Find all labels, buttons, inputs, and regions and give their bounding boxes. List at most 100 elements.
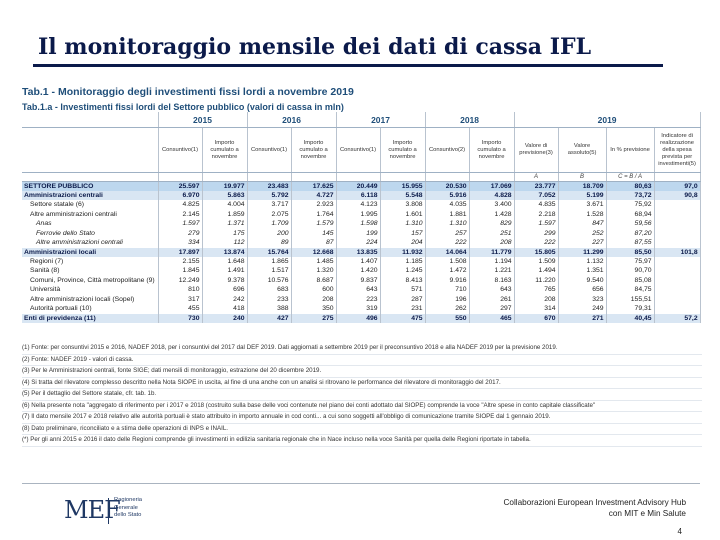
table-cell: 1.407 (336, 256, 381, 266)
header-blank (469, 172, 515, 182)
table-cell: 1.132 (558, 256, 607, 266)
table-cell: 275 (291, 313, 337, 323)
table-cell: 208 (469, 238, 515, 248)
year-header-row: 2015 2016 2017 2018 2019 (22, 112, 701, 128)
table-cell: 418 (202, 304, 248, 314)
footnote: (7) Il dato mensile 2017 e 2018 relativo… (22, 412, 702, 424)
table-cell: 4.123 (336, 200, 381, 210)
table-cell: 1.517 (247, 266, 292, 276)
slide-title: Il monitoraggio mensile dei dati di cass… (38, 34, 592, 60)
table-body: SETTORE PUBBLICO 25.597 19.977 23.483 17.625… (22, 181, 701, 323)
header-blank (158, 172, 203, 182)
table-cell: 1.528 (558, 209, 607, 219)
table-cell: 4.835 (514, 200, 559, 210)
table-cell: 643 (469, 285, 515, 295)
table-cell: 40,45 (606, 313, 655, 323)
table-cell: 5.792 (247, 191, 292, 200)
table-cell (654, 200, 701, 210)
logo-divider (108, 498, 109, 524)
table-cell: 299 (514, 228, 559, 238)
table-cell: 18.709 (558, 181, 607, 191)
column-header-row: Consuntivo(1) Importo cumulato a novembr… (22, 127, 701, 173)
mef-logo: MEF Ragioneria Generale dello Stato (64, 496, 154, 526)
header-blank (202, 172, 248, 182)
table-cell: 9.916 (425, 275, 470, 285)
table-cell: 20.449 (336, 181, 381, 191)
table-cell: 231 (380, 304, 426, 314)
column-letter: C = B / A (606, 172, 655, 182)
table-cell: 1.310 (425, 219, 470, 229)
table-cell: 2.155 (158, 256, 203, 266)
table-cell: 19.977 (202, 181, 248, 191)
table-cell: 696 (202, 285, 248, 295)
table-cell: 8.163 (469, 275, 515, 285)
table-row: Amministrazioni centrali 6.970 5.863 5.792 4… (22, 191, 701, 200)
header-blank (247, 172, 292, 182)
table-cell: 3.671 (558, 200, 607, 210)
row-label: Altre amministrazioni locali (Sopel) (22, 294, 159, 304)
table-cell: 5.863 (202, 191, 248, 200)
table-cell: 14.064 (425, 247, 470, 257)
column-header: In % previsione (606, 127, 655, 173)
header-blank (380, 172, 426, 182)
footnote: (6) Nella presente nota "aggregato di ri… (22, 401, 702, 412)
table-cell: 20.530 (425, 181, 470, 191)
table-cell: 9.540 (558, 275, 607, 285)
table-cell (654, 266, 701, 276)
table-cell: 15.764 (247, 247, 292, 257)
table-subtitle: Tab.1.a - Investimenti fissi lordi del S… (22, 102, 344, 112)
table-row: Comuni, Province, Città metropolitane (9… (22, 275, 701, 285)
table-cell: 112 (202, 238, 248, 248)
table-cell: 155,51 (606, 294, 655, 304)
table-row: Ferrovie dello Stato 279 175 200 145 199 157 25… (22, 228, 701, 238)
table-cell: 600 (291, 285, 337, 295)
table-cell: 670 (514, 313, 559, 323)
year-header: 2016 (247, 112, 337, 128)
footnote: (2) Fonte: NADEF 2019 - valori di cassa. (22, 355, 702, 366)
table-cell: 847 (558, 219, 607, 229)
row-label: Settore statale (6) (22, 200, 159, 210)
table-cell: 13.874 (202, 247, 248, 257)
table-cell: 350 (291, 304, 337, 314)
table-cell: 3.400 (469, 200, 515, 210)
column-header: Indicatore di realizzazione della spesa … (654, 127, 701, 173)
title-underline (33, 64, 663, 67)
table-cell: 3.717 (247, 200, 292, 210)
table-cell (654, 238, 701, 248)
table-cell: 1.597 (158, 219, 203, 229)
table-cell: 765 (514, 285, 559, 295)
logo-line: Ragioneria (114, 497, 143, 503)
table-cell: 4.004 (202, 200, 248, 210)
table-cell: 4.727 (291, 191, 337, 200)
table-cell: 1.995 (336, 209, 381, 219)
table-cell: 550 (425, 313, 470, 323)
table-cell: 90,70 (606, 266, 655, 276)
table-cell: 5.548 (380, 191, 426, 200)
table-cell: 465 (469, 313, 515, 323)
column-header: Valore di previsione(3) (514, 127, 559, 173)
table-cell: 227 (558, 238, 607, 248)
table-row: Amministrazioni locali 17.897 13.874 15.764… (22, 247, 701, 257)
table-cell: 5.199 (558, 191, 607, 200)
table-cell: 10.576 (247, 275, 292, 285)
table-cell: 455 (158, 304, 203, 314)
table-title: Tab.1 - Monitoraggio degli investimenti … (22, 86, 354, 98)
table-cell: 1.648 (202, 256, 248, 266)
column-header: Consuntivo(1) (158, 127, 203, 173)
table-row: Altre amministrazioni centrali 2.145 1.859… (22, 209, 701, 219)
table-cell: 75,92 (606, 200, 655, 210)
table-cell: 427 (247, 313, 292, 323)
table-cell: 2.218 (514, 209, 559, 219)
table-cell: 75,97 (606, 256, 655, 266)
table-cell: 1.420 (336, 266, 381, 276)
page-number: 4 (677, 527, 682, 536)
table-cell: 12.249 (158, 275, 203, 285)
footnote: (*) Per gli anni 2015 e 2016 il dato del… (22, 435, 702, 447)
table-cell: 261 (469, 294, 515, 304)
table-cell: 90,8 (654, 191, 701, 200)
table-cell: 240 (202, 313, 248, 323)
table-cell: 1.601 (380, 209, 426, 219)
table-cell: 11.932 (380, 247, 426, 257)
column-header: Importo cumulato a novembre (291, 127, 337, 173)
table-cell: 730 (158, 313, 203, 323)
